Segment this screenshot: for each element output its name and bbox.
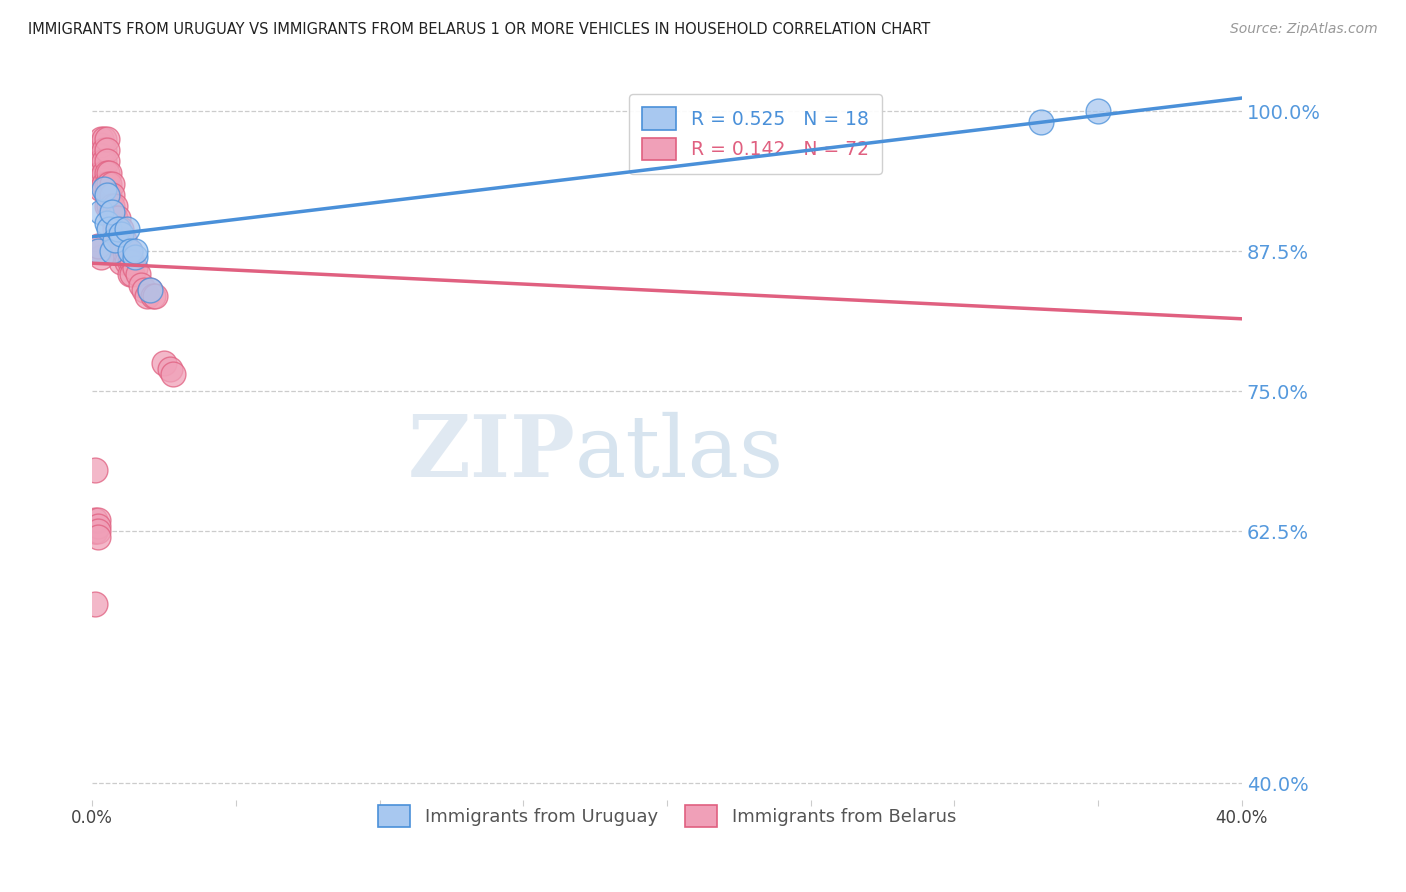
Point: [135, 289, 157, 303]
Point: [101, 205, 124, 219]
Point: [110, 221, 132, 235]
Text: 0.0%: 0.0%: [72, 809, 112, 827]
Point: [110, 227, 132, 242]
Point: [90, 132, 112, 146]
Point: [98, 177, 121, 191]
Point: [87, 244, 110, 259]
Legend: Immigrants from Uruguay, Immigrants from Belarus: Immigrants from Uruguay, Immigrants from…: [371, 798, 963, 835]
Point: [118, 267, 141, 281]
Point: [87, 513, 110, 527]
Point: [87, 244, 110, 259]
Point: [101, 211, 124, 225]
Point: [90, 250, 112, 264]
Point: [107, 221, 129, 235]
Point: [104, 244, 127, 259]
Point: [98, 188, 121, 202]
Point: [145, 289, 167, 303]
Point: [138, 284, 160, 298]
Point: [1087, 104, 1109, 119]
Point: [104, 211, 127, 225]
Point: [98, 221, 121, 235]
Point: [118, 255, 141, 269]
Point: [93, 132, 115, 146]
Point: [98, 166, 121, 180]
Point: [96, 177, 118, 191]
Point: [124, 260, 146, 275]
Point: [101, 188, 124, 202]
Point: [96, 154, 118, 169]
Point: [93, 154, 115, 169]
Point: [110, 244, 132, 259]
Point: [90, 137, 112, 152]
Point: [110, 255, 132, 269]
Point: [121, 255, 143, 269]
Point: [104, 233, 127, 247]
Point: [87, 518, 110, 533]
Text: atlas: atlas: [575, 412, 785, 495]
Point: [127, 267, 149, 281]
Point: [96, 166, 118, 180]
Text: ZIP: ZIP: [408, 411, 575, 495]
Point: [104, 199, 127, 213]
Point: [159, 361, 181, 376]
Point: [90, 205, 112, 219]
Point: [93, 177, 115, 191]
Point: [115, 255, 138, 269]
Point: [87, 238, 110, 252]
Point: [90, 182, 112, 196]
Point: [96, 216, 118, 230]
Point: [110, 233, 132, 247]
Point: [93, 182, 115, 196]
Point: [90, 154, 112, 169]
Point: [141, 289, 163, 303]
Point: [87, 524, 110, 539]
Point: [104, 221, 127, 235]
Point: [90, 166, 112, 180]
Point: [96, 188, 118, 202]
Point: [162, 368, 184, 382]
Point: [93, 166, 115, 180]
Point: [118, 244, 141, 259]
Point: [129, 277, 152, 292]
Point: [132, 284, 155, 298]
Point: [84, 524, 107, 539]
Point: [104, 233, 127, 247]
Point: [84, 513, 107, 527]
Point: [98, 199, 121, 213]
Point: [112, 233, 135, 247]
Point: [101, 199, 124, 213]
Point: [96, 132, 118, 146]
Point: [107, 211, 129, 225]
Point: [107, 221, 129, 235]
Point: [96, 188, 118, 202]
Point: [1029, 115, 1052, 129]
Point: [118, 244, 141, 259]
Point: [138, 284, 160, 298]
Point: [112, 244, 135, 259]
Point: [153, 356, 176, 370]
Point: [84, 524, 107, 539]
Point: [84, 463, 107, 477]
Point: [96, 143, 118, 157]
Point: [87, 530, 110, 544]
Text: Source: ZipAtlas.com: Source: ZipAtlas.com: [1230, 22, 1378, 37]
Point: [84, 597, 107, 611]
Point: [101, 177, 124, 191]
Point: [115, 221, 138, 235]
Point: [96, 199, 118, 213]
Point: [107, 233, 129, 247]
Point: [115, 244, 138, 259]
Point: [124, 244, 146, 259]
Point: [121, 267, 143, 281]
Point: [93, 143, 115, 157]
Point: [124, 250, 146, 264]
Point: [90, 171, 112, 186]
Text: IMMIGRANTS FROM URUGUAY VS IMMIGRANTS FROM BELARUS 1 OR MORE VEHICLES IN HOUSEHO: IMMIGRANTS FROM URUGUAY VS IMMIGRANTS FR…: [28, 22, 931, 37]
Text: 40.0%: 40.0%: [1216, 809, 1268, 827]
Point: [90, 149, 112, 163]
Point: [101, 244, 124, 259]
Point: [107, 244, 129, 259]
